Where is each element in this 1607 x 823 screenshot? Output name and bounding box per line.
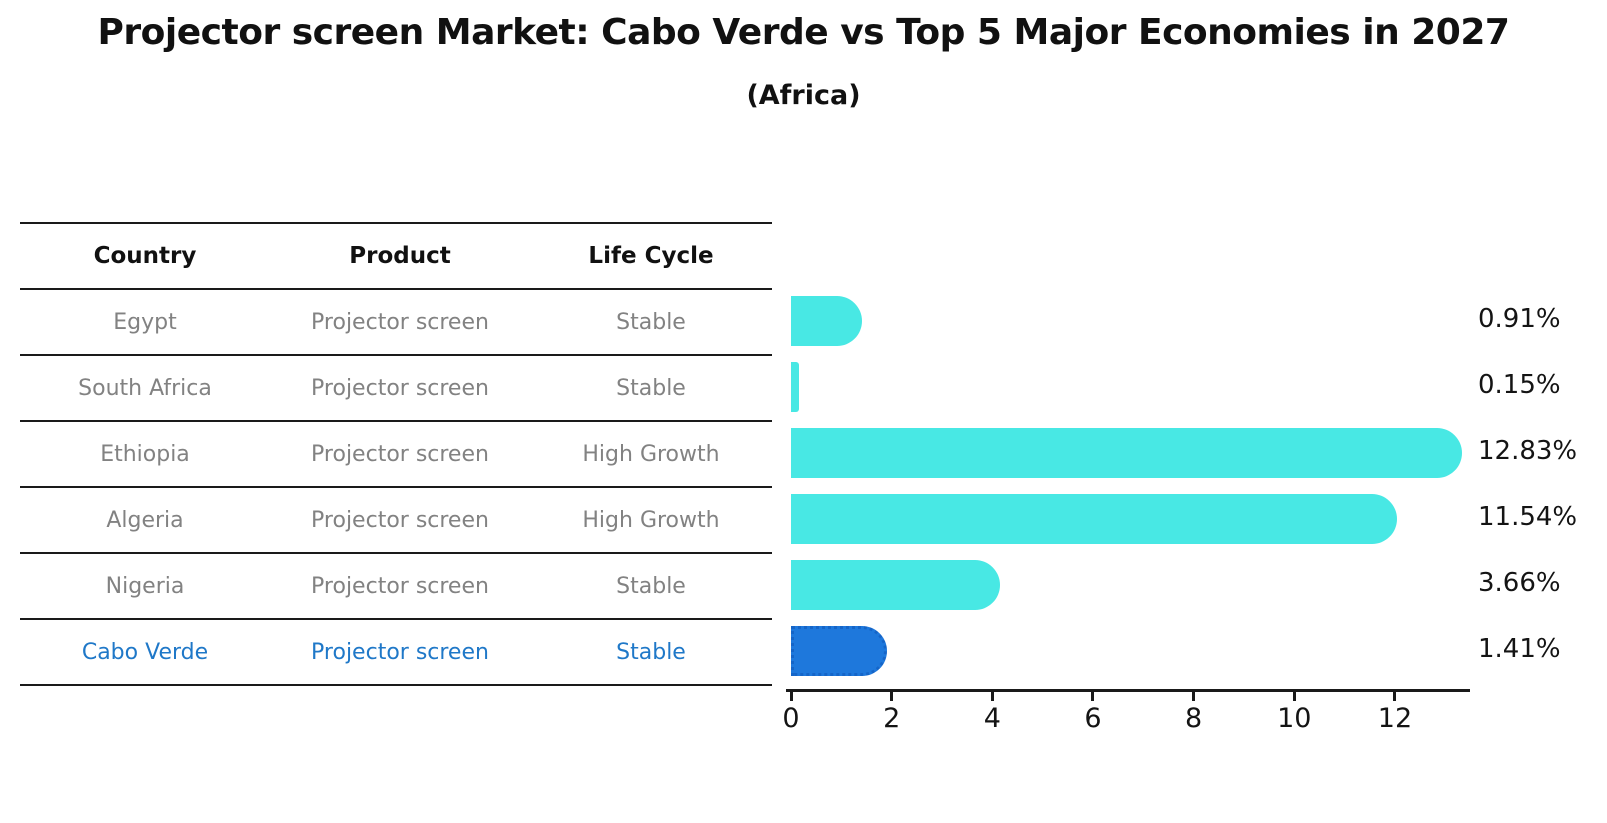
x-tick-label-12: 12: [1377, 703, 1413, 734]
chart-title: Projector screen Market: Cabo Verde vs T…: [97, 12, 1510, 53]
table-row-egypt: Egypt Projector screen Stable: [20, 290, 772, 356]
x-tick-label-6: 6: [1084, 703, 1102, 734]
value-label-egypt: 0.91%: [1478, 304, 1561, 334]
x-tick-mark-0: [789, 692, 793, 701]
cell-life-cycle: Stable: [616, 573, 686, 599]
x-tick-mark-6: [1091, 692, 1095, 701]
bar-nigeria: [791, 560, 1001, 610]
x-tick-label-4: 4: [983, 703, 1001, 734]
x-tick-mark-2: [890, 692, 894, 701]
table-row-nigeria: Nigeria Projector screen Stable: [20, 554, 772, 620]
table-body: Egypt Projector screen Stable South Africa P…: [20, 290, 772, 686]
cell-life-cycle: Stable: [616, 309, 686, 335]
x-axis-line: [786, 689, 1470, 692]
chart-subtitle: (Africa): [746, 80, 861, 111]
value-label-cabo-verde: 1.41%: [1478, 634, 1561, 664]
cell-country: Nigeria: [105, 573, 185, 599]
value-label-south-africa: 0.15%: [1478, 370, 1561, 400]
value-label-algeria: 11.54%: [1478, 502, 1578, 532]
header-product: Product: [349, 243, 451, 269]
table-row-cabo-verde: Cabo Verde Projector screen Stable: [20, 620, 772, 686]
cell-life-cycle: High Growth: [582, 441, 720, 467]
bar-ethiopia: [791, 428, 1462, 478]
header-country: Country: [93, 243, 197, 269]
cell-product: Projector screen: [311, 441, 489, 467]
cell-life-cycle: Stable: [616, 375, 686, 401]
x-tick-label-8: 8: [1185, 703, 1203, 734]
x-tick-mark-10: [1292, 692, 1296, 701]
cell-life-cycle: High Growth: [582, 507, 720, 533]
x-tick-label-10: 10: [1277, 703, 1312, 734]
bar-algeria: [791, 494, 1397, 544]
country-table: Country Product Life Cycle Egypt Projecto…: [20, 222, 772, 686]
bar-cabo-verde: [791, 626, 887, 676]
x-tick-label-2: 2: [883, 703, 901, 734]
cell-product: Projector screen: [311, 573, 489, 599]
cell-product: Projector screen: [311, 309, 489, 335]
bar-south-africa: [791, 362, 799, 412]
value-label-ethiopia: 12.83%: [1478, 436, 1578, 466]
table-row-south-africa: South Africa Projector screen Stable: [20, 356, 772, 422]
cell-life-cycle: Stable: [616, 639, 686, 665]
cell-country: Cabo Verde: [81, 639, 209, 665]
header-life-cycle: Life Cycle: [588, 243, 714, 269]
bar-egypt: [791, 296, 862, 346]
x-tick-mark-12: [1393, 692, 1397, 701]
cell-product: Projector screen: [311, 375, 489, 401]
table-row-algeria: Algeria Projector screen High Growth: [20, 488, 772, 554]
value-label-nigeria: 3.66%: [1478, 568, 1561, 598]
cell-product: Projector screen: [311, 507, 489, 533]
cell-product: Projector screen: [311, 639, 489, 665]
x-tick-mark-4: [990, 692, 994, 701]
cell-country: South Africa: [78, 375, 212, 401]
table-row-ethiopia: Ethiopia Projector screen High Growth: [20, 422, 772, 488]
x-tick-mark-8: [1192, 692, 1196, 701]
cell-country: Algeria: [106, 507, 184, 533]
cell-country: Egypt: [113, 309, 177, 335]
x-tick-label-0: 0: [782, 703, 800, 734]
cell-country: Ethiopia: [100, 441, 190, 467]
table-header-row: Country Product Life Cycle: [20, 224, 772, 290]
